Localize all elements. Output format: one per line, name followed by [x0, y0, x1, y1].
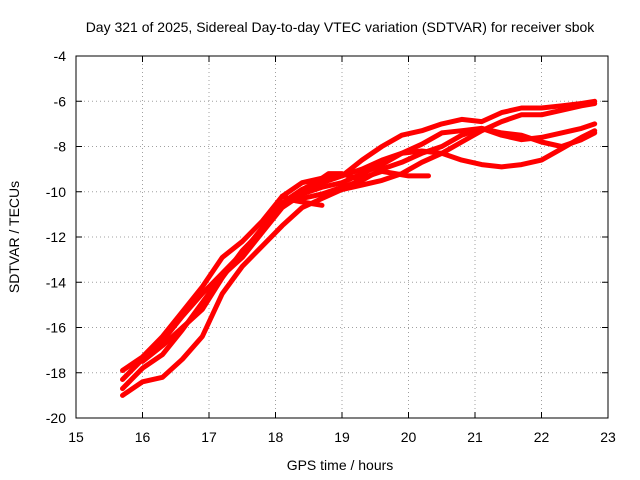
y-axis-label: SDTVAR / TECUs — [6, 181, 22, 293]
axis-ticks: 15 16 17 18 19 20 21 22 23 -20 -18 -16 -14 -12 -10 -8 -6… — [46, 48, 616, 445]
series-line-track-1 — [120, 128, 598, 373]
series-line-track-4 — [120, 101, 598, 398]
series-line-track-7 — [279, 193, 325, 208]
x-tick-label: 16 — [135, 429, 151, 445]
y-tick-label: -6 — [54, 93, 67, 109]
series-line-track-2 — [120, 98, 598, 382]
y-tick-label: -8 — [54, 139, 67, 155]
x-tick-label: 17 — [201, 429, 217, 445]
y-tick-label: -16 — [46, 320, 66, 336]
chart-title: Day 321 of 2025, Sidereal Day-to-day VTE… — [86, 19, 596, 35]
x-axis-label: GPS time / hours — [287, 457, 394, 473]
y-tick-label: -18 — [46, 365, 66, 381]
y-tick-label: -12 — [46, 229, 66, 245]
x-tick-label: 20 — [401, 429, 417, 445]
x-tick-label: 15 — [68, 429, 84, 445]
y-tick-label: -10 — [46, 184, 66, 200]
series-line-track-3 — [120, 121, 598, 392]
y-tick-label: -20 — [46, 410, 66, 426]
x-tick-label: 21 — [467, 429, 483, 445]
x-tick-label: 23 — [600, 429, 616, 445]
y-tick-label: -14 — [46, 274, 66, 290]
x-tick-label: 18 — [268, 429, 284, 445]
x-tick-label: 22 — [534, 429, 550, 445]
x-tick-label: 19 — [334, 429, 350, 445]
y-tick-label: -4 — [54, 48, 67, 64]
grid — [76, 56, 608, 418]
series-line-track-6 — [286, 168, 431, 201]
data-series — [120, 98, 598, 398]
